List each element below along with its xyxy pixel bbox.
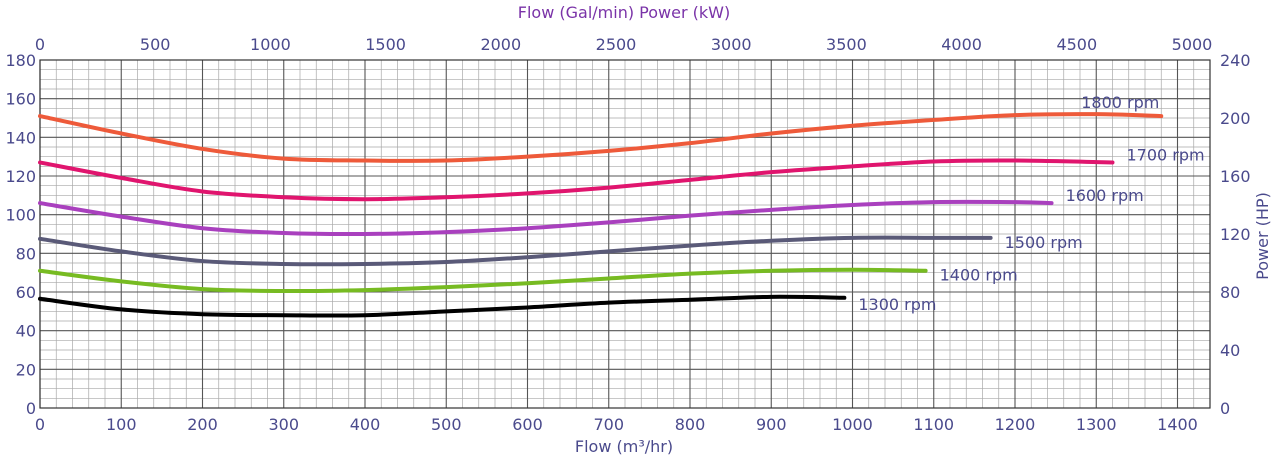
series-label-1700-rpm: 1700 rpm <box>1127 145 1205 164</box>
x2-tick-label: 500 <box>140 35 171 54</box>
x2-tick-label: 3500 <box>826 35 867 54</box>
y-tick-label: 120 <box>5 167 36 186</box>
y-tick-label: 80 <box>16 244 36 263</box>
plot-border <box>39 59 1211 409</box>
x2-tick-label: 1500 <box>365 35 406 54</box>
x2-tick-label: 4000 <box>941 35 982 54</box>
x2-tick-label: 2000 <box>480 35 521 54</box>
x-tick-label: 500 <box>431 415 462 434</box>
y-tick-label: 160 <box>5 90 36 109</box>
plot-frame <box>39 59 1211 409</box>
x-axis-title: Flow (m³/hr) <box>575 437 673 456</box>
x-tick-label: 200 <box>187 415 218 434</box>
x-tick-label: 800 <box>675 415 706 434</box>
series-label-1300-rpm: 1300 rpm <box>858 295 936 314</box>
x-tick-label: 400 <box>350 415 381 434</box>
series-line-1700-rpm <box>38 158 1115 202</box>
series-label-1800-rpm: 1800 rpm <box>1081 93 1159 112</box>
series-line-1400-rpm <box>38 267 928 294</box>
x-tick-label: 700 <box>593 415 624 434</box>
y2-tick-label: 40 <box>1220 341 1240 360</box>
series-line-1300-rpm <box>38 294 847 318</box>
x-tick-label: 100 <box>106 415 137 434</box>
x-tick-label: 1200 <box>995 415 1036 434</box>
x-tick-label: 600 <box>512 415 543 434</box>
x2-tick-label: 0 <box>35 35 45 54</box>
x2-tick-label: 4500 <box>1056 35 1097 54</box>
x-tick-label: 0 <box>35 415 45 434</box>
y-tick-label: 60 <box>16 283 36 302</box>
y2-tick-label: 0 <box>1220 399 1230 418</box>
series-line-1600-rpm <box>38 199 1054 237</box>
top-axis-title: Flow (Gal/min) Power (kW) <box>518 3 730 22</box>
x-tick-label: 1400 <box>1157 415 1198 434</box>
right-axis-title: Power (HP) <box>1253 192 1272 280</box>
series-label-1500-rpm: 1500 rpm <box>1005 233 1083 252</box>
tick-labels: 0 100 200 300 400 500 600 700 800 900 1000 1100 1200… <box>5 35 1250 434</box>
y-tick-label: 100 <box>5 206 36 225</box>
series-label-1600-rpm: 1600 rpm <box>1066 186 1144 205</box>
y2-tick-label: 120 <box>1220 225 1251 244</box>
x-tick-label: 900 <box>756 415 787 434</box>
series-line-1500-rpm <box>38 235 993 267</box>
y2-tick-label: 240 <box>1220 51 1251 70</box>
series-line-1800-rpm <box>38 112 1164 163</box>
y2-tick-label: 200 <box>1220 109 1251 128</box>
x-tick-label: 300 <box>268 415 299 434</box>
y-tick-label: 140 <box>5 128 36 147</box>
y-tick-label: 40 <box>16 322 36 341</box>
x-tick-label: 1300 <box>1076 415 1117 434</box>
y-tick-label: 20 <box>16 360 36 379</box>
x2-tick-label: 1000 <box>250 35 291 54</box>
x-tick-label: 1000 <box>832 415 873 434</box>
x2-tick-label: 3000 <box>711 35 752 54</box>
series-label-1400-rpm: 1400 rpm <box>940 266 1018 285</box>
x-tick-label: 1100 <box>913 415 954 434</box>
y2-tick-label: 80 <box>1220 283 1240 302</box>
y-tick-label: 0 <box>26 399 36 418</box>
x2-tick-label: 2500 <box>596 35 637 54</box>
series-labels: 1800 rpm 1700 rpm 1600 rpm 1500 rpm 1400 rpm… <box>858 93 1204 314</box>
x2-tick-label: 5000 <box>1172 35 1213 54</box>
y2-tick-label: 160 <box>1220 167 1251 186</box>
series-lines <box>38 112 1164 318</box>
y-tick-label: 180 <box>5 51 36 70</box>
